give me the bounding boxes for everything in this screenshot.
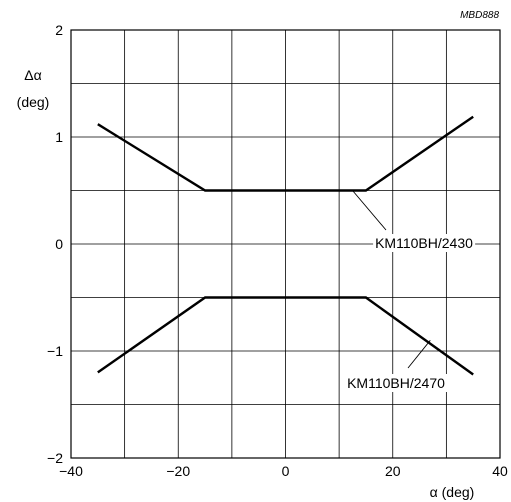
x-tick-label: 0 (282, 463, 290, 479)
y-tick-label: −2 (47, 450, 63, 466)
x-axis-label: α (deg) (430, 484, 475, 500)
series-layer (97, 115, 474, 376)
y-axis-label-unit: (deg) (17, 94, 50, 110)
annotation-label-1: KM110BH/2430 (375, 235, 473, 251)
annotation-background-1 (373, 234, 476, 252)
figure-code: MBD888 (460, 10, 499, 21)
y-tick-label: 1 (55, 129, 63, 145)
series-line-2 (97, 296, 474, 376)
annotation-label-2: KM110BH/2470 (347, 375, 445, 391)
x-tick-label: 40 (492, 463, 508, 479)
annotation-leader-1 (352, 190, 387, 231)
y-axis-label-symbol: Δα (24, 67, 41, 83)
annotation-leader-2 (407, 340, 431, 369)
y-tick-label: −1 (47, 343, 63, 359)
annotations: KM110BH/2430 KM110BH/2470 (345, 190, 476, 392)
x-tick-label: 20 (385, 463, 401, 479)
series-line-1 (97, 115, 474, 192)
y-tick-label: 2 (55, 22, 63, 38)
tick-labels: −40 −20 0 20 40 2 1 0 −1 −2 (47, 22, 508, 479)
plot-frame (70, 29, 501, 459)
y-tick-label: 0 (55, 236, 63, 252)
x-tick-label: −40 (59, 463, 83, 479)
x-tick-label: −20 (166, 463, 190, 479)
annotation-background-2 (345, 374, 448, 392)
